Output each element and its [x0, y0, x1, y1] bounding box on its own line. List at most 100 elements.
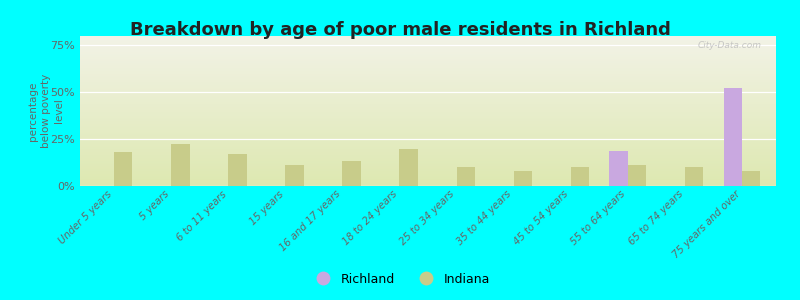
- Bar: [80, 38, 776, 39]
- Bar: [80, 123, 776, 124]
- Bar: [80, 68, 776, 69]
- Bar: [80, 90, 776, 91]
- Bar: [80, 183, 776, 184]
- Bar: [80, 153, 776, 154]
- Bar: [80, 108, 776, 109]
- Bar: [80, 74, 776, 75]
- Bar: [80, 45, 776, 46]
- Bar: [80, 184, 776, 185]
- Bar: [80, 154, 776, 155]
- Bar: [80, 148, 776, 149]
- Bar: [80, 163, 776, 164]
- Bar: [80, 171, 776, 172]
- Bar: [80, 169, 776, 170]
- Text: City-Data.com: City-Data.com: [698, 40, 762, 50]
- Bar: [742, 171, 760, 186]
- Bar: [80, 136, 776, 137]
- Bar: [80, 124, 776, 125]
- Bar: [80, 140, 776, 141]
- Bar: [80, 178, 776, 179]
- Bar: [80, 158, 776, 159]
- Bar: [80, 97, 776, 98]
- Bar: [80, 50, 776, 51]
- Bar: [80, 132, 776, 133]
- Bar: [80, 40, 776, 41]
- Bar: [723, 88, 742, 186]
- Bar: [80, 120, 776, 121]
- Bar: [80, 179, 776, 180]
- Bar: [80, 131, 776, 132]
- Bar: [80, 168, 776, 169]
- Bar: [80, 167, 776, 168]
- Bar: [80, 180, 776, 181]
- Bar: [80, 47, 776, 48]
- Bar: [80, 51, 776, 52]
- Bar: [80, 64, 776, 65]
- Bar: [80, 144, 776, 145]
- Bar: [80, 99, 776, 100]
- Bar: [80, 66, 776, 67]
- Bar: [80, 98, 776, 99]
- Bar: [80, 137, 776, 138]
- Bar: [80, 100, 776, 101]
- Bar: [80, 117, 776, 118]
- Bar: [80, 85, 776, 86]
- Bar: [80, 37, 776, 38]
- Bar: [80, 76, 776, 77]
- Bar: [80, 94, 776, 95]
- Bar: [80, 116, 776, 117]
- Bar: [114, 152, 133, 186]
- Bar: [80, 36, 776, 37]
- Bar: [80, 75, 776, 76]
- Bar: [80, 125, 776, 126]
- Bar: [80, 100, 776, 101]
- Bar: [80, 53, 776, 54]
- Bar: [80, 142, 776, 143]
- Bar: [80, 107, 776, 108]
- Bar: [80, 121, 776, 122]
- Bar: [80, 62, 776, 63]
- Bar: [80, 177, 776, 178]
- Bar: [80, 41, 776, 42]
- Bar: [80, 63, 776, 64]
- Bar: [80, 164, 776, 165]
- Bar: [80, 181, 776, 182]
- Y-axis label: percentage
below poverty
level: percentage below poverty level: [28, 74, 65, 148]
- Bar: [80, 82, 776, 83]
- Bar: [80, 80, 776, 81]
- Bar: [514, 171, 532, 186]
- Bar: [80, 166, 776, 167]
- Bar: [399, 148, 418, 186]
- Bar: [80, 174, 776, 175]
- Bar: [685, 167, 703, 186]
- Bar: [80, 118, 776, 119]
- Bar: [80, 88, 776, 89]
- Bar: [80, 128, 776, 129]
- Bar: [286, 165, 304, 186]
- Bar: [628, 165, 646, 186]
- Bar: [80, 157, 776, 158]
- Bar: [80, 60, 776, 61]
- Bar: [80, 84, 776, 85]
- Bar: [80, 145, 776, 146]
- Bar: [80, 106, 776, 107]
- Bar: [80, 44, 776, 45]
- Bar: [80, 130, 776, 131]
- Bar: [228, 154, 246, 186]
- Bar: [80, 79, 776, 80]
- Bar: [80, 77, 776, 78]
- Bar: [457, 167, 474, 186]
- Bar: [80, 57, 776, 58]
- Bar: [80, 71, 776, 72]
- Bar: [80, 54, 776, 55]
- Bar: [80, 114, 776, 115]
- Bar: [80, 113, 776, 114]
- Bar: [80, 78, 776, 79]
- Bar: [80, 147, 776, 148]
- Bar: [80, 111, 776, 112]
- Bar: [80, 169, 776, 170]
- Bar: [80, 105, 776, 106]
- Bar: [80, 149, 776, 150]
- Bar: [80, 55, 776, 56]
- Bar: [80, 129, 776, 130]
